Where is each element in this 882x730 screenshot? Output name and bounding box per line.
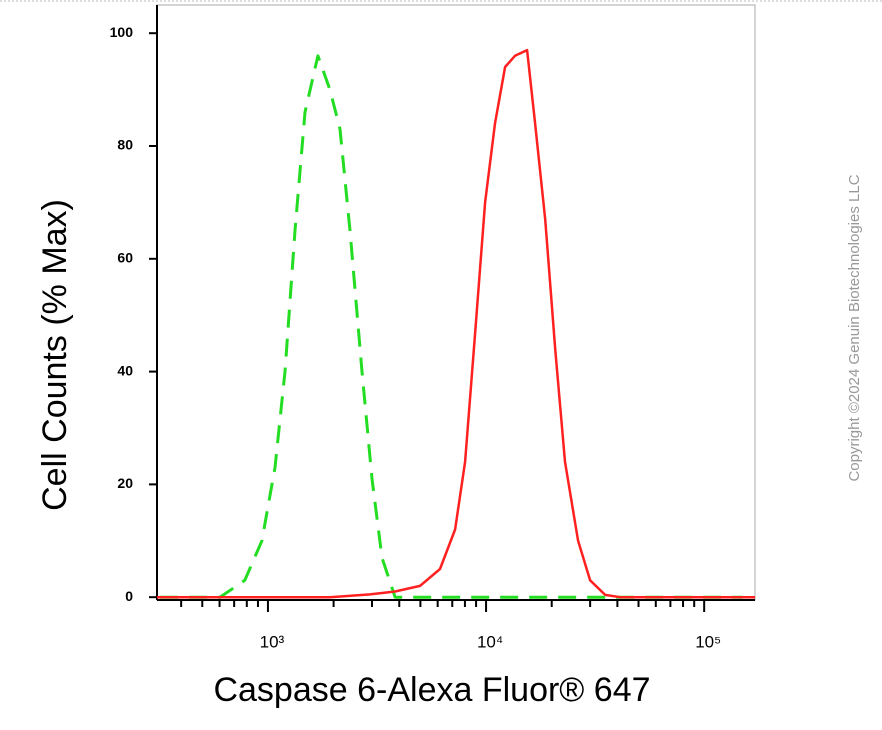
y-axis-label: Cell Counts (% Max) [36,199,74,511]
x-tick-label: 10⁵ [695,632,721,651]
y-tick-label: 80 [117,137,133,153]
plot-frame [156,4,756,601]
y-tick-label: 0 [125,588,133,604]
y-tick-label: 40 [117,362,133,378]
y-tick-label: 60 [117,249,133,265]
series-line [160,54,743,599]
x-tick-label: 10⁴ [477,632,503,651]
x-axis-label: Caspase 6-Alexa Fluor® 647 [213,671,650,709]
y-tick-label: 100 [110,24,134,40]
y-tick-label: 20 [117,475,133,491]
x-tick-label: 10³ [260,632,285,651]
watermark: Copyright ©2024 Genuin Biotechnologies L… [846,174,863,481]
series-line [157,48,755,599]
